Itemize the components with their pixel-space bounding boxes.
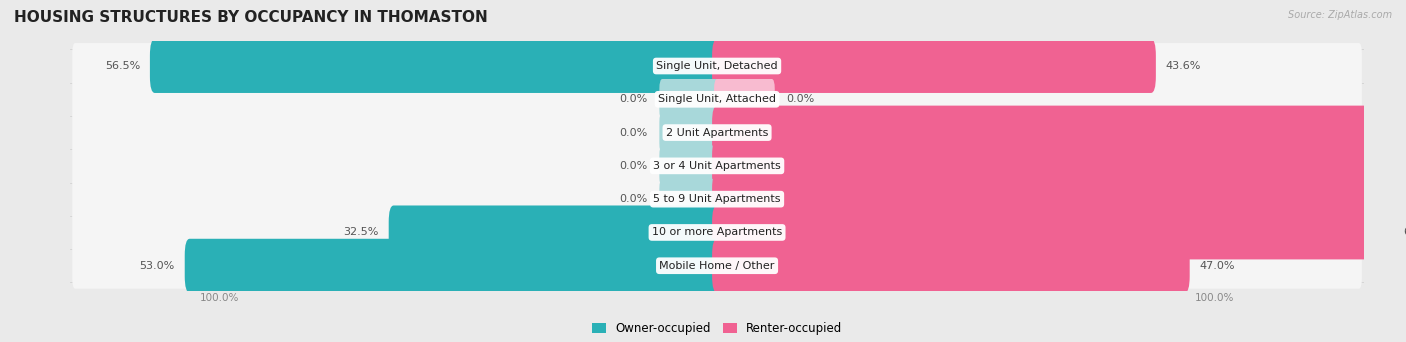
- Text: 43.6%: 43.6%: [1166, 61, 1201, 71]
- Text: 67.5%: 67.5%: [1403, 227, 1406, 237]
- Text: 0.0%: 0.0%: [619, 94, 647, 104]
- FancyBboxPatch shape: [72, 210, 1362, 255]
- Text: Mobile Home / Other: Mobile Home / Other: [659, 261, 775, 271]
- FancyBboxPatch shape: [184, 239, 723, 293]
- FancyBboxPatch shape: [711, 139, 1406, 193]
- FancyBboxPatch shape: [72, 76, 1362, 122]
- FancyBboxPatch shape: [711, 39, 1156, 93]
- Text: 0.0%: 0.0%: [619, 161, 647, 171]
- Text: 10 or more Apartments: 10 or more Apartments: [652, 227, 782, 237]
- Text: Single Unit, Attached: Single Unit, Attached: [658, 94, 776, 104]
- FancyBboxPatch shape: [714, 79, 775, 120]
- FancyBboxPatch shape: [72, 43, 1362, 89]
- FancyBboxPatch shape: [711, 206, 1393, 260]
- FancyBboxPatch shape: [72, 176, 1362, 222]
- Text: 0.0%: 0.0%: [787, 94, 815, 104]
- FancyBboxPatch shape: [711, 239, 1189, 293]
- Text: 47.0%: 47.0%: [1199, 261, 1234, 271]
- FancyBboxPatch shape: [659, 179, 720, 220]
- FancyBboxPatch shape: [72, 243, 1362, 289]
- Text: Single Unit, Detached: Single Unit, Detached: [657, 61, 778, 71]
- Text: 53.0%: 53.0%: [139, 261, 174, 271]
- FancyBboxPatch shape: [72, 143, 1362, 189]
- Text: 0.0%: 0.0%: [619, 194, 647, 204]
- FancyBboxPatch shape: [659, 79, 720, 120]
- Text: HOUSING STRUCTURES BY OCCUPANCY IN THOMASTON: HOUSING STRUCTURES BY OCCUPANCY IN THOMA…: [14, 10, 488, 25]
- Text: Source: ZipAtlas.com: Source: ZipAtlas.com: [1288, 10, 1392, 20]
- FancyBboxPatch shape: [72, 110, 1362, 156]
- Text: 0.0%: 0.0%: [619, 128, 647, 137]
- Legend: Owner-occupied, Renter-occupied: Owner-occupied, Renter-occupied: [586, 317, 848, 340]
- FancyBboxPatch shape: [659, 112, 720, 153]
- FancyBboxPatch shape: [388, 206, 723, 260]
- FancyBboxPatch shape: [711, 172, 1406, 226]
- Text: 5 to 9 Unit Apartments: 5 to 9 Unit Apartments: [654, 194, 780, 204]
- Text: 32.5%: 32.5%: [343, 227, 378, 237]
- FancyBboxPatch shape: [150, 39, 723, 93]
- Text: 2 Unit Apartments: 2 Unit Apartments: [666, 128, 768, 137]
- FancyBboxPatch shape: [711, 106, 1406, 160]
- Text: 56.5%: 56.5%: [104, 61, 141, 71]
- FancyBboxPatch shape: [659, 146, 720, 186]
- Text: 3 or 4 Unit Apartments: 3 or 4 Unit Apartments: [654, 161, 780, 171]
